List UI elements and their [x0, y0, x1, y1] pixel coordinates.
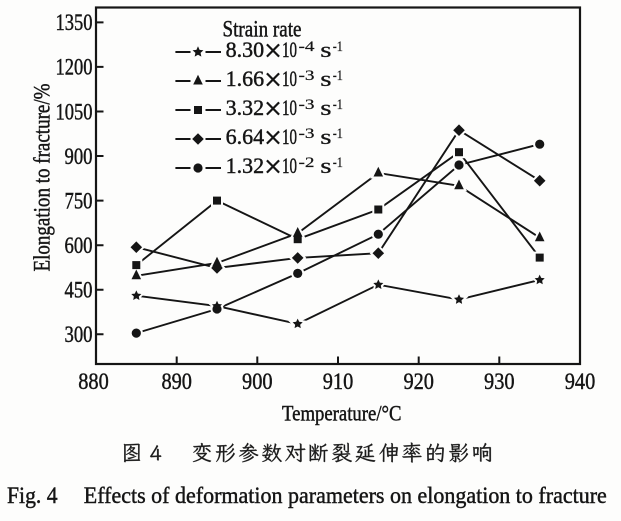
svg-text:900: 900 [65, 144, 93, 170]
svg-text:-1: -1 [333, 126, 343, 142]
svg-text:-1: -1 [333, 97, 343, 113]
svg-text:Strain rate: Strain rate [223, 17, 302, 42]
svg-text:940: 940 [565, 369, 596, 395]
svg-text:300: 300 [65, 322, 93, 348]
svg-text:1.66: 1.66 [226, 66, 265, 91]
svg-text:s: s [320, 37, 331, 62]
svg-text:-1: -1 [333, 68, 343, 84]
svg-text:-2: -2 [299, 155, 315, 171]
svg-text:Elongation to fracture/%: Elongation to fracture/% [30, 84, 55, 272]
svg-text:1350: 1350 [56, 10, 93, 36]
svg-text:Fig. 4: Fig. 4 [7, 483, 58, 508]
svg-text:s: s [320, 95, 331, 120]
svg-text:8.30: 8.30 [226, 37, 265, 62]
svg-text:1.32: 1.32 [226, 153, 265, 178]
svg-text:6.64: 6.64 [226, 124, 265, 149]
svg-text:3.32: 3.32 [226, 95, 265, 120]
svg-text:10: 10 [282, 66, 297, 91]
svg-text:-1: -1 [333, 39, 343, 55]
svg-text:-4: -4 [299, 39, 316, 55]
svg-text:10: 10 [282, 95, 297, 120]
svg-text:Temperature/°C: Temperature/°C [282, 400, 402, 425]
svg-text:1200: 1200 [56, 55, 93, 81]
svg-text:-1: -1 [333, 155, 343, 171]
svg-text:910: 910 [323, 369, 354, 395]
svg-text:s: s [320, 153, 331, 178]
svg-text:900: 900 [242, 369, 273, 395]
svg-text:s: s [320, 66, 331, 91]
svg-text:10: 10 [282, 153, 297, 178]
svg-text:890: 890 [161, 369, 192, 395]
svg-text:920: 920 [403, 369, 434, 395]
svg-text:600: 600 [65, 233, 93, 259]
svg-text:-3: -3 [299, 68, 315, 84]
svg-text:1050: 1050 [56, 99, 93, 125]
svg-text:-3: -3 [299, 126, 315, 142]
svg-text:750: 750 [65, 188, 93, 214]
svg-text:930: 930 [484, 369, 515, 395]
svg-text:10: 10 [282, 124, 297, 149]
svg-text:s: s [320, 124, 331, 149]
svg-text:-3: -3 [299, 97, 315, 113]
svg-text:Effects of deformation paramet: Effects of deformation parameters on elo… [84, 483, 607, 508]
svg-text:450: 450 [65, 278, 93, 304]
svg-text:10: 10 [282, 37, 297, 62]
svg-text:880: 880 [78, 369, 109, 395]
